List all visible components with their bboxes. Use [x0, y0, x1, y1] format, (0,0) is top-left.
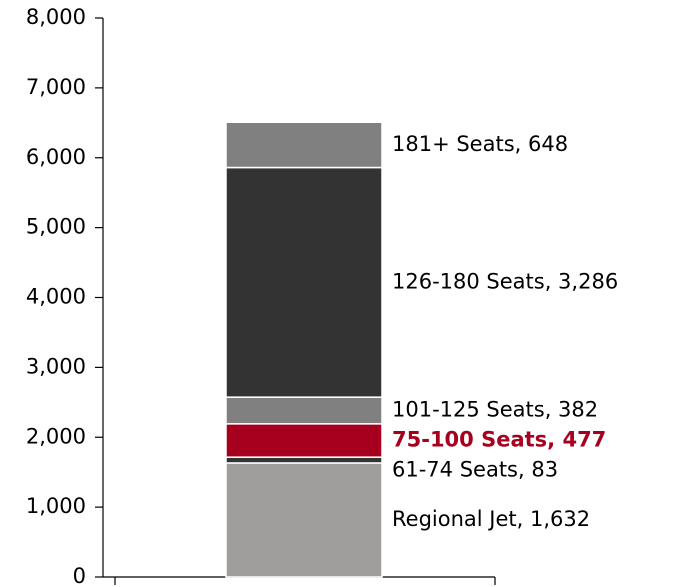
bar-segment — [225, 121, 383, 169]
bar-segment — [225, 462, 383, 578]
bar-segment — [225, 396, 383, 425]
y-tick-label: 7,000 — [26, 75, 86, 99]
y-tick-label: 2,000 — [26, 424, 86, 448]
data-label: 101-125 Seats, 382 — [392, 397, 598, 421]
y-tick-label: 3,000 — [26, 354, 86, 378]
bar-segment — [225, 456, 383, 464]
bar-segment — [225, 166, 383, 398]
y-tick-label: 5,000 — [26, 215, 86, 239]
data-label: 181+ Seats, 648 — [392, 132, 568, 156]
bar-segment — [225, 423, 383, 458]
y-tick-label: 6,000 — [26, 145, 86, 169]
data-label: Regional Jet, 1,632 — [392, 507, 590, 531]
y-tick-label: 4,000 — [26, 285, 86, 309]
y-tick-label: 8,000 — [26, 5, 86, 29]
data-label: 61-74 Seats, 83 — [392, 457, 558, 481]
y-tick-label: 1,000 — [26, 494, 86, 518]
y-tick-label: 0 — [73, 564, 86, 587]
data-label: 126-180 Seats, 3,286 — [392, 269, 618, 293]
data-label: 75-100 Seats, 477 — [392, 427, 606, 451]
